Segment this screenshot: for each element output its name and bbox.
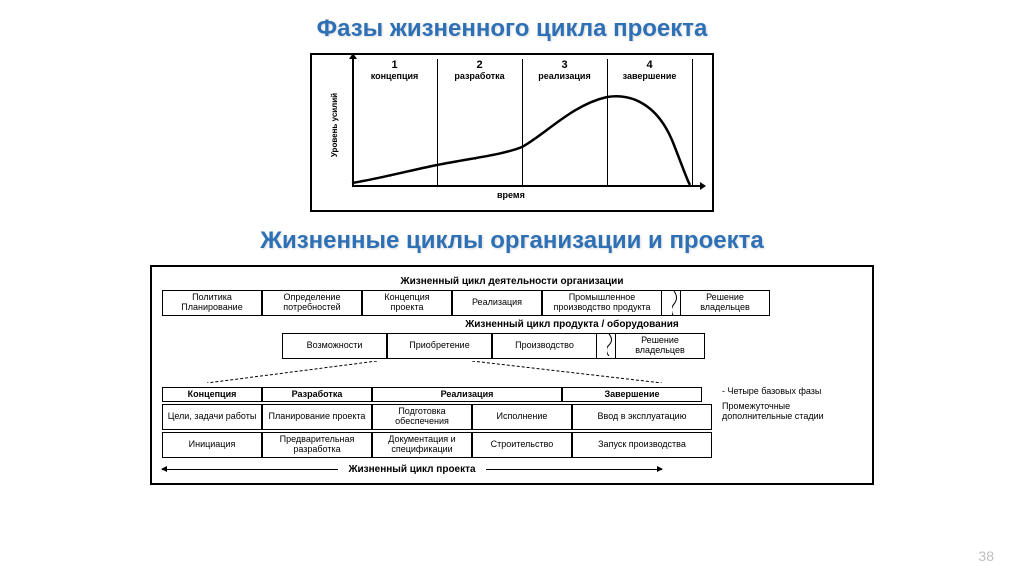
pd2-4: Строительство bbox=[472, 432, 572, 458]
phase-detail-row-2: Инициация Предварительная разработка Док… bbox=[162, 432, 712, 458]
side-label-1: - Четыре базовых фазы bbox=[716, 387, 862, 397]
product-cycle-row: Возможности Приобретение Производство Ре… bbox=[282, 333, 862, 359]
project-cycle-label: Жизненный цикл проекта bbox=[338, 464, 485, 475]
expansion-lines bbox=[162, 361, 862, 383]
break-icon bbox=[662, 290, 680, 316]
pd2-2: Предварительная разработка bbox=[262, 432, 372, 458]
pd1-1: Цели, задачи работы bbox=[162, 404, 262, 430]
product-cycle-header: Жизненный цикл продукта / оборудования bbox=[282, 319, 862, 330]
trend-arrow-icon: → bbox=[381, 166, 396, 182]
prod-cell-4: Решение владельцев bbox=[615, 333, 705, 359]
project-cycle-span: Жизненный цикл проекта bbox=[162, 464, 662, 475]
trend-arrow-icon: → bbox=[466, 149, 480, 165]
org-cell-1: Политика Планирование bbox=[162, 290, 262, 316]
side-label-2: Промежуточные дополнительные стадии bbox=[716, 402, 862, 422]
prod-cell-3: Производство bbox=[492, 333, 597, 359]
org-cell-5: Промышленное производство продукта bbox=[542, 290, 662, 316]
pd2-5: Запуск производства bbox=[572, 432, 712, 458]
org-cycle-row: Политика Планирование Определение потреб… bbox=[162, 290, 862, 316]
org-cell-2: Определение потребностей bbox=[262, 290, 362, 316]
project-phases-block: Концепция Разработка Реализация Завершен… bbox=[162, 385, 862, 460]
page-number: 38 bbox=[978, 548, 994, 564]
break-icon bbox=[597, 333, 615, 359]
ph-hdr-2: Разработка bbox=[262, 387, 372, 403]
ph-hdr-3: Реализация bbox=[372, 387, 562, 403]
phase-detail-row-1: Цели, задачи работы Планирование проекта… bbox=[162, 404, 712, 430]
y-axis-label: Уровень усилий bbox=[330, 75, 339, 175]
page-title-1: Фазы жизненного цикла проекта bbox=[20, 15, 1004, 43]
org-cycle-header: Жизненный цикл деятельности организации bbox=[162, 276, 862, 287]
prod-cell-1: Возможности bbox=[282, 333, 387, 359]
phase-chart: 1 концепция 2 разработка 3 реализация 4 … bbox=[310, 53, 714, 212]
ph-hdr-1: Концепция bbox=[162, 387, 262, 403]
ph-hdr-4: Завершение bbox=[562, 387, 702, 403]
org-cell-4: Реализация bbox=[452, 290, 542, 316]
lifecycle-diagram: Жизненный цикл деятельности организации … bbox=[150, 265, 874, 485]
pd1-5: Ввод в эксплуатацию bbox=[572, 404, 712, 430]
pd2-3: Документация и спецификации bbox=[372, 432, 472, 458]
phase-header-row: Концепция Разработка Реализация Завершен… bbox=[162, 387, 712, 403]
pd1-4: Исполнение bbox=[472, 404, 572, 430]
page-title-2: Жизненные циклы организации и проекта bbox=[20, 227, 1004, 255]
pd1-2: Планирование проекта bbox=[262, 404, 372, 430]
arrow-right-icon bbox=[486, 469, 662, 470]
prod-cell-2: Приобретение bbox=[387, 333, 492, 359]
org-cell-3: Концепция проекта bbox=[362, 290, 452, 316]
pd1-3: Подготовка обеспечения bbox=[372, 404, 472, 430]
arrow-left-icon bbox=[162, 469, 338, 470]
x-axis-label: время bbox=[497, 190, 525, 200]
pd2-1: Инициация bbox=[162, 432, 262, 458]
effort-curve bbox=[312, 55, 712, 210]
org-cell-6: Решение владельцев bbox=[680, 290, 770, 316]
